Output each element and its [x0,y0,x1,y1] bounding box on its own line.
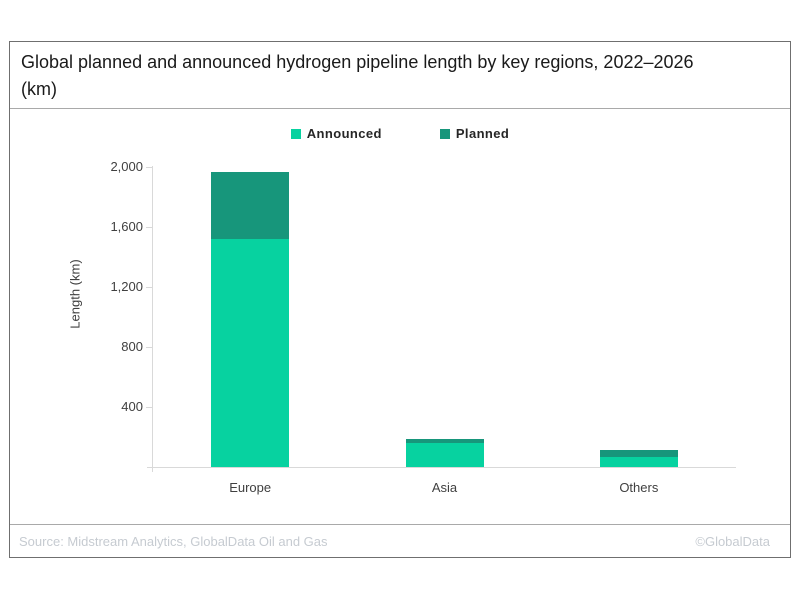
chart-card: Global planned and announced hydrogen pi… [9,41,791,558]
bar-segment-announced-asia [405,443,484,467]
chart-title: Global planned and announced hydrogen pi… [10,42,790,109]
y-tick-mark [146,347,152,348]
legend-label-announced: Announced [306,126,382,141]
bar-segment-planned-europe [211,171,290,239]
legend-entry-planned: Planned [439,126,510,141]
chart-title-line1: Global planned and announced hydrogen pi… [21,52,694,72]
y-axis-title: Length (km) [67,259,83,329]
y-tick-label: 2,000 [110,159,143,174]
chart-legend: Announced Planned [10,126,790,141]
y-tick-label: 400 [121,399,143,414]
chart-title-line2: (km) [21,79,57,99]
bar-segment-announced-others [599,457,678,467]
y-tick-label: 1,600 [110,219,143,234]
chart-area: Announced Planned Length (km) 400 800 1,20… [10,109,790,524]
bar-segment-announced-europe [211,239,290,467]
y-tick-label: 800 [121,339,143,354]
x-axis-line [147,467,736,468]
bar-segment-planned-asia [405,439,484,443]
y-tick-label: 1,200 [110,279,143,294]
y-tick-mark [146,407,152,408]
y-tick-mark [146,287,152,288]
x-category-label: Others [619,480,659,495]
bar-segment-planned-others [599,449,678,458]
planned-swatch-icon [439,128,450,139]
x-category-label: Europe [229,480,272,495]
y-tick-mark [146,227,152,228]
announced-swatch-icon [290,128,301,139]
legend-entry-announced: Announced [290,126,382,141]
x-category-label: Asia [431,480,458,495]
y-axis-line [152,166,153,472]
copyright-text: ©GlobalData [695,533,770,549]
y-tick-mark [146,167,152,168]
chart-footer: Source: Midstream Analytics, GlobalData … [10,524,790,557]
source-text: Source: Midstream Analytics, GlobalData … [19,533,328,549]
legend-label-planned: Planned [455,126,510,141]
